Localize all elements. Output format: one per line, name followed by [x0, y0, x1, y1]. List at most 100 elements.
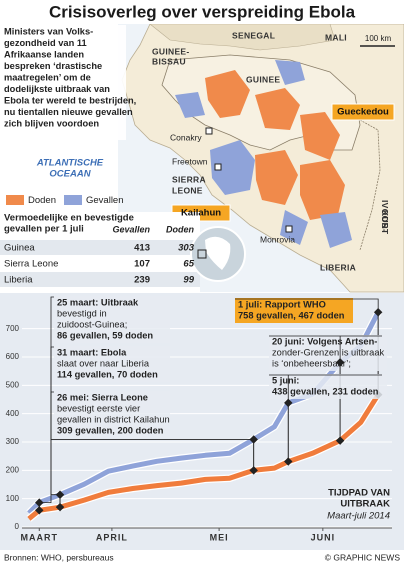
table-cell: 413 [134, 243, 150, 254]
annotation-text: 5 juni: [272, 375, 299, 385]
event-dot [284, 457, 293, 466]
intro-line: nu tientallen nieuwe gevallen [4, 107, 133, 117]
ocean-label: OCEAAN [49, 169, 91, 180]
annotation-bg [269, 374, 387, 399]
district [210, 140, 255, 195]
intro-bg [0, 25, 126, 140]
annotation-bg [54, 296, 170, 343]
series-line [27, 393, 381, 521]
city-marker [205, 127, 213, 135]
y-tick-label: 600 [6, 352, 20, 361]
table-title: gevallen per 1 juli [4, 224, 84, 235]
map-label: SENEGAL [232, 30, 275, 40]
table-cell: 99 [183, 275, 194, 286]
legend-label: Gevallen [86, 195, 124, 206]
annotation-stats: 758 gevallen, 467 doden [238, 310, 345, 320]
credit: © GRAPHIC NEWS [325, 552, 401, 562]
district [280, 210, 308, 245]
map-label: BISSAU [152, 56, 186, 66]
legend-swatch [64, 195, 82, 205]
globe-locator [197, 249, 207, 259]
table-cell: 303 [178, 243, 195, 254]
event-dot [55, 490, 65, 499]
ocean-label: ATLANTISCHE [36, 158, 104, 169]
scale-label: 100 km [365, 34, 392, 43]
annotation-stats: 309 gevallen, 200 doden [57, 425, 164, 435]
chart-subtitle: Maart-juli 2014 [327, 511, 390, 522]
table-cell: 65 [183, 259, 194, 270]
event-dot [249, 435, 258, 444]
event-dot [249, 466, 258, 475]
annotation-bg [54, 391, 170, 438]
map [118, 23, 404, 293]
event-dot [373, 307, 383, 317]
y-tick-label: 100 [6, 494, 20, 503]
table-cell: Guinea [4, 243, 35, 254]
city-marker [214, 163, 222, 171]
chart-title: TIJDPAD VAN [328, 488, 390, 499]
map-label: SIERRA [172, 174, 206, 184]
intro-line: maatregelen’ om de [4, 72, 91, 82]
highlight-label: Kailahun [181, 208, 221, 219]
x-tick-label: JUNI [311, 532, 336, 542]
table-row-bg [0, 240, 200, 255]
x-tick-label: APRIL [96, 532, 128, 542]
map-label: LIBERIA [320, 262, 356, 272]
annotation-stats: 438 gevallen, 231 doden [272, 386, 379, 396]
highlight-label: Gueckedou [337, 107, 389, 118]
globe-land [205, 236, 231, 270]
x-tick-label: MEI [210, 532, 229, 542]
border [359, 119, 381, 251]
intro-line: Ministers van Volks- [4, 26, 93, 36]
intro-line: zich blijven voordoen [4, 118, 99, 128]
annotation-text: bevestigd in [57, 308, 107, 318]
annotation-box [235, 298, 353, 323]
event-dot [335, 358, 345, 367]
table-cell: 239 [134, 275, 150, 286]
annotation-text: is ‘onbeheersbaar’; [272, 358, 351, 368]
intro-line: bespreken ‘drastische [4, 61, 102, 71]
title-bar [0, 0, 404, 24]
y-tick-label: 0 [15, 522, 20, 531]
table-header: Doden [166, 224, 195, 234]
y-tick-label: 500 [6, 380, 20, 389]
map-label: GUINEE [246, 74, 280, 84]
annotation-bg [269, 335, 387, 371]
district [320, 212, 352, 248]
district [275, 60, 305, 85]
table-row-bg [0, 272, 200, 287]
intro-line: Ebola ter wereld te bestrijden, [4, 95, 136, 105]
table-cell: Liberia [4, 275, 33, 286]
district [255, 88, 300, 130]
chart-title: UITBRAAK [340, 499, 390, 510]
intro-line: Afrikaanse landen [4, 49, 84, 59]
annotation-text: slaat over naar Liberia [57, 358, 150, 368]
map-label: Conakry [170, 132, 202, 142]
title: Crisisoverleg over verspreiding Ebola [49, 2, 356, 21]
north-countries [149, 23, 336, 51]
annotation-text: 31 maart: Ebola [57, 347, 127, 357]
annotation-text: 25 maart: Uitbraak [57, 297, 139, 307]
legend-swatch [6, 195, 24, 205]
table-header: Gevallen [112, 224, 150, 234]
table-title: Vermoedelijke en bevestigde [4, 213, 134, 224]
district [300, 112, 340, 160]
sources: Bronnen: WHO, persbureaus [4, 552, 114, 562]
map-label: Monrovia [260, 234, 295, 244]
y-tick-label: 700 [6, 324, 20, 333]
map-label: Freetown [172, 156, 208, 166]
event-dot [335, 436, 345, 445]
annotation-text: gevallen in district Kailahun [57, 414, 170, 424]
highlight-box [331, 103, 395, 121]
y-tick-label: 200 [6, 465, 20, 474]
annotation-text: 26 mei: Sierra Leone [57, 392, 148, 402]
district [300, 160, 345, 220]
map-label: LEONE [172, 185, 203, 195]
annotation-stats: 86 gevallen, 59 doden [57, 330, 153, 340]
table-cell: Sierra Leone [4, 259, 58, 270]
map-label: GUINEE- [152, 46, 190, 56]
event-dot [35, 498, 44, 507]
annotation-bg [54, 346, 170, 382]
district [255, 150, 298, 205]
